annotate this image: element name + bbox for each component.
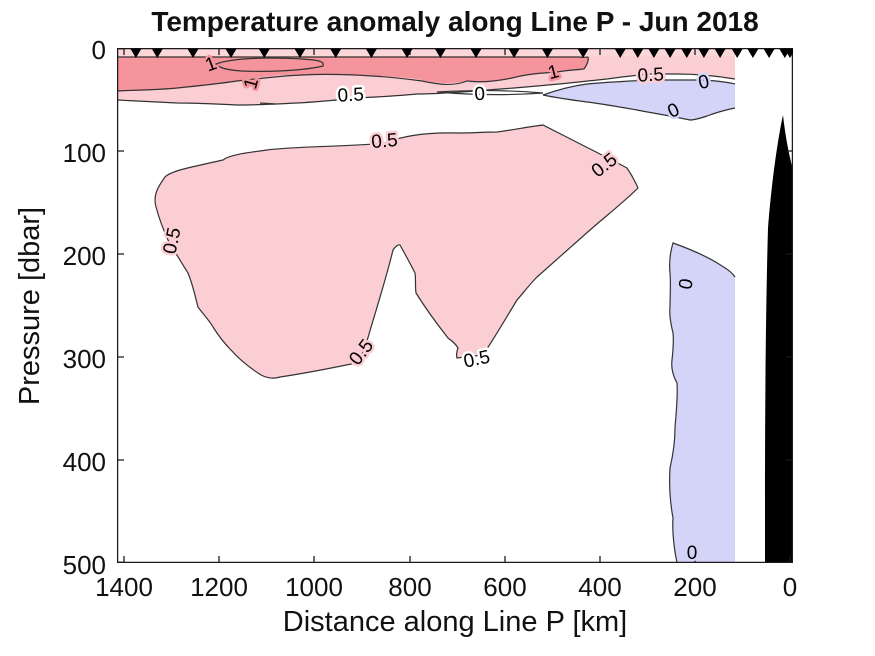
y-tick-label: 200 bbox=[62, 241, 106, 271]
station-marker-icon bbox=[698, 48, 710, 58]
station-marker-icon bbox=[187, 48, 199, 58]
station-marker-icon bbox=[508, 48, 520, 58]
station-marker-icon bbox=[434, 48, 446, 58]
axes-box bbox=[117, 48, 793, 563]
x-tick-label: 0 bbox=[782, 572, 798, 602]
contour-label: 0.5 bbox=[462, 347, 492, 373]
station-marker-icon bbox=[541, 48, 553, 58]
station-marker-icon bbox=[784, 48, 793, 58]
y-tick-label: 100 bbox=[62, 138, 106, 168]
surface-red-band-fill bbox=[117, 57, 589, 91]
x-tick-label: 1400 bbox=[95, 572, 153, 602]
station-marker-icon bbox=[470, 48, 482, 58]
station-marker-icon bbox=[763, 48, 775, 58]
contour-label: 0.5 bbox=[337, 84, 364, 106]
x-tick-label: 200 bbox=[673, 572, 717, 602]
subsurface-warm-pool-fill bbox=[154, 124, 639, 379]
station-marker-icon bbox=[681, 48, 693, 58]
y-tick-label: 400 bbox=[62, 447, 106, 477]
x-tick-label: 600 bbox=[483, 572, 527, 602]
y-tick-label: 500 bbox=[62, 550, 106, 580]
station-marker-icon bbox=[747, 48, 759, 58]
x-tick-label: 1200 bbox=[190, 572, 248, 602]
contour-label: 0.5 bbox=[370, 130, 398, 153]
station-marker-icon bbox=[401, 48, 413, 58]
station-marker-icon bbox=[664, 48, 676, 58]
station-marker-icon bbox=[614, 48, 626, 58]
station-marker-icon bbox=[330, 48, 342, 58]
station-marker-icon bbox=[365, 48, 377, 58]
zero-contour-lens-bottom bbox=[542, 94, 736, 121]
station-marker-icon bbox=[731, 48, 743, 58]
station-marker-icon bbox=[151, 48, 163, 58]
red-band-pocket-fill bbox=[215, 57, 324, 72]
surface-cool-lens-fill bbox=[543, 80, 735, 120]
x-axis-label: Distance along Line P [km] bbox=[282, 606, 628, 638]
contour-label: 0 bbox=[474, 84, 486, 106]
station-marker-icon bbox=[648, 48, 660, 58]
x-tick-label: 800 bbox=[388, 572, 432, 602]
contour-label: 0.5 bbox=[637, 64, 664, 86]
station-marker-icon bbox=[294, 48, 306, 58]
zero-contour-column bbox=[669, 242, 736, 563]
station-marker-icon bbox=[714, 48, 726, 58]
bathymetry-wedge bbox=[765, 115, 793, 563]
station-marker-icon bbox=[632, 48, 644, 58]
station-markers bbox=[130, 48, 793, 58]
half-contour-band-bottom bbox=[117, 73, 736, 106]
x-tick-label: 1000 bbox=[285, 572, 343, 602]
zero-sliver-fill bbox=[436, 90, 544, 96]
one-contour-red-bottom bbox=[117, 56, 589, 92]
station-marker-icon bbox=[577, 48, 589, 58]
y-tick-label: 300 bbox=[62, 344, 106, 374]
contour-plot: 1 1 0.5 1 0.5 0 0 0 0.5 0.5 0.5 0.5 0.5 … bbox=[117, 48, 793, 563]
x-tick-label: 400 bbox=[578, 572, 622, 602]
station-marker-icon bbox=[258, 48, 270, 58]
station-marker-icon bbox=[130, 48, 142, 58]
zero-contour-lens-top bbox=[542, 79, 736, 96]
deep-cool-column-fill bbox=[669, 243, 735, 563]
station-marker-icon bbox=[225, 48, 237, 58]
contour-label: 0 bbox=[687, 543, 698, 563]
y-tick-label: 0 bbox=[91, 35, 106, 65]
chart-title: Temperature anomaly along Line P - Jun 2… bbox=[151, 6, 759, 37]
